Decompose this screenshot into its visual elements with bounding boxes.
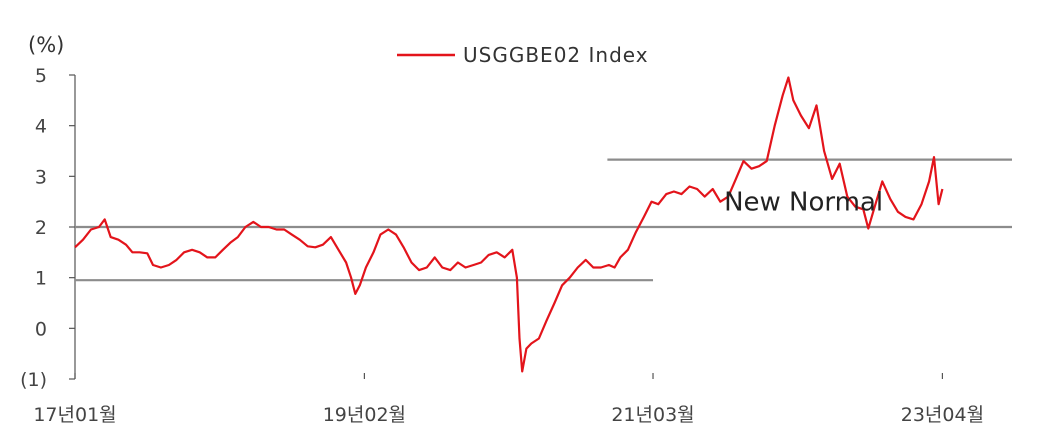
y-tick-label: 1 (35, 268, 47, 290)
y-axis-unit-label: (%) (28, 33, 64, 57)
x-tick-label: 21년03월 (611, 404, 694, 426)
legend-label-usggbe02: USGGBE02 Index (463, 43, 649, 67)
y-tick-label: 5 (35, 65, 47, 87)
reference-lines (75, 158, 1012, 282)
x-tick-label: 19년02월 (323, 404, 406, 426)
axes: (1) 0 1 2 3 4 5 17년01월 19년02월 21년03월 23년04월 (20, 65, 984, 426)
y-tick-label: 2 (35, 217, 47, 239)
legend: USGGBE02 Index (397, 43, 649, 67)
y-tick-label: (1) (20, 369, 47, 391)
y-tick-label: 3 (35, 166, 47, 188)
y-ticks: (1) 0 1 2 3 4 5 (20, 65, 75, 391)
y-tick-label: 4 (35, 116, 47, 138)
x-ticks: 17년01월 19년02월 21년03월 23년04월 (33, 373, 984, 426)
annotation-new-normal: New Normal (724, 188, 883, 218)
series-line-usggbe02 (74, 76, 944, 373)
x-tick-label: 17년01월 (33, 404, 116, 426)
y-tick-label: 0 (35, 318, 47, 340)
x-tick-label: 23년04월 (901, 404, 984, 426)
